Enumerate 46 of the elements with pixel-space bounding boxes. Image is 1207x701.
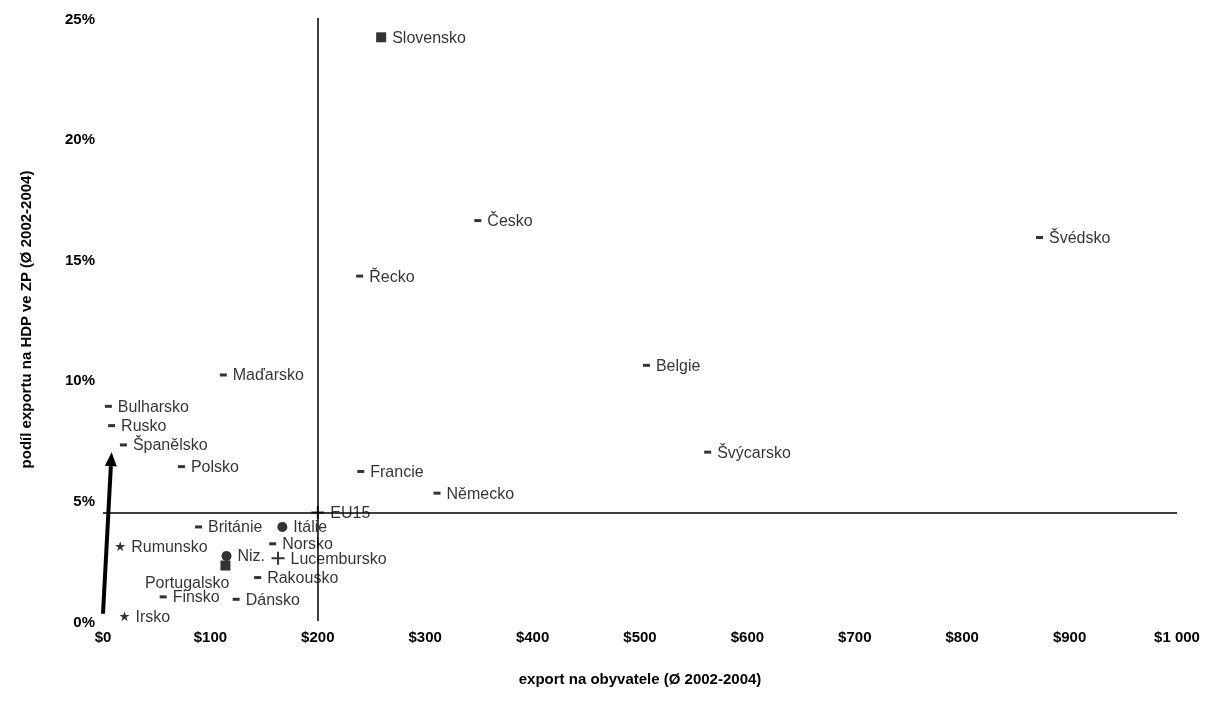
series-label: Portugalsko	[144, 574, 230, 592]
series-label: Švédsko	[1049, 227, 1111, 246]
point	[277, 521, 288, 532]
point	[119, 611, 130, 622]
series-label: Belgie	[655, 356, 701, 374]
x-tick-label: $800	[945, 628, 979, 645]
y-tick-label: 20%	[64, 130, 95, 148]
series-label: Slovensko	[392, 28, 467, 46]
y-axis-title: podíl exportu na HDP ve ZP (Ø 2002-2004)	[17, 170, 34, 469]
series-label: Švýcarsko	[717, 442, 792, 461]
point	[115, 541, 126, 552]
x-tick-label: $100	[193, 628, 228, 645]
x-axis-title: export na obyvatele (Ø 2002-2004)	[518, 670, 762, 687]
series-label: Rusko	[121, 417, 167, 435]
point	[220, 560, 231, 571]
series-label: Francie	[370, 462, 424, 480]
x-tick-label: $0	[94, 628, 112, 645]
series-label: Česko	[487, 211, 533, 230]
x-tick-label: $700	[838, 628, 872, 645]
x-tick-label: $600	[730, 628, 765, 645]
point	[376, 32, 387, 43]
series-label: Rumunsko	[131, 537, 208, 555]
series-label: Dánsko	[245, 590, 301, 608]
series-label: Bulharsko	[117, 397, 190, 415]
y-tick-label: 10%	[64, 371, 95, 389]
x-tick-label: $1 000	[1154, 628, 1200, 645]
series-label: Irsko	[135, 607, 171, 625]
x-tick-label: $900	[1052, 628, 1087, 645]
y-tick-label: 15%	[64, 250, 95, 268]
y-tick-label: 5%	[73, 491, 95, 509]
x-tick-label: $400	[515, 628, 550, 645]
series-label: Řecko	[369, 266, 415, 285]
x-tick-label: $300	[408, 628, 442, 645]
point	[221, 550, 232, 561]
x-tick-label: $500	[623, 628, 657, 645]
series-label: Británie	[208, 518, 263, 536]
y-tick-label: 0%	[73, 612, 95, 630]
series-label: Polsko	[190, 458, 240, 476]
y-tick-label: 25%	[64, 9, 95, 27]
series-label: Německo	[446, 484, 515, 502]
x-tick-label: $200	[301, 628, 335, 645]
series-label: Španělsko	[132, 435, 208, 454]
point	[311, 505, 325, 519]
series-label: Maďarsko	[232, 366, 305, 384]
point	[271, 551, 285, 565]
series-label: Niz.	[237, 547, 266, 565]
